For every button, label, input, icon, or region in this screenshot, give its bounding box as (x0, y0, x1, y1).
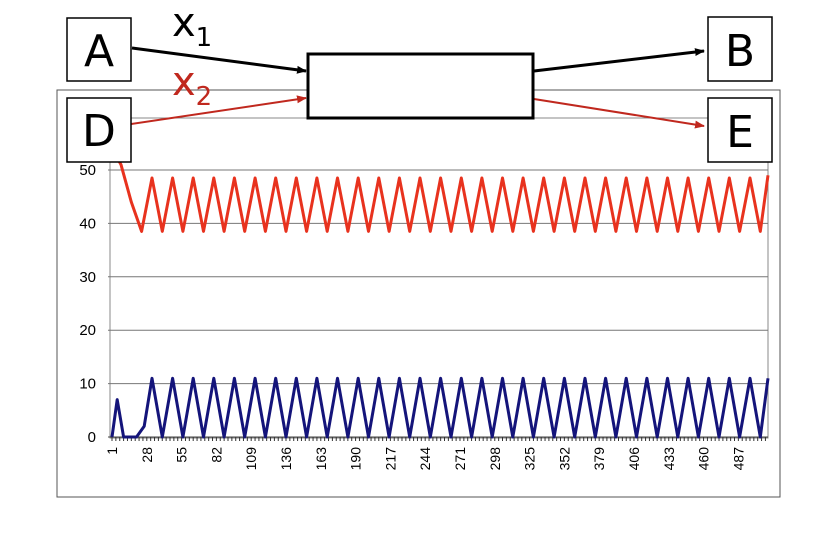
node-d-label: D (82, 106, 116, 157)
x-tick-label: 244 (417, 447, 433, 471)
input-x2-name: x (172, 59, 196, 105)
node-a-label: A (84, 26, 114, 77)
arrow-box-to-e (533, 98, 705, 129)
arrow-d-to-box (117, 95, 307, 127)
node-b: B (707, 16, 773, 82)
x-tick-label: 487 (730, 447, 746, 471)
x-tick-label: 298 (487, 447, 503, 471)
x-tick-label: 352 (556, 447, 572, 471)
arrow-a-to-box (131, 46, 307, 74)
series-line-1 (110, 147, 770, 233)
y-tick-label: 20 (79, 322, 96, 339)
y-tick-label: 30 (79, 269, 96, 286)
x-tick-label: 190 (348, 447, 364, 471)
x-tick-label: 406 (626, 447, 642, 471)
input-x2-label: x2 (172, 59, 212, 112)
x-tick-label: 433 (661, 447, 677, 471)
input-x1-subscript: 1 (196, 23, 213, 53)
input-x1-label: x1 (172, 0, 212, 53)
y-tick-label: 10 (79, 376, 96, 393)
x-tick-label: 82 (208, 447, 224, 463)
input-x2-subscript: 2 (196, 82, 213, 112)
x-axis: 1 28 55 82 109 136 163 190 217 244 271 298 325 352 379… (104, 437, 766, 471)
x-tick-label: 136 (278, 447, 294, 471)
x-tick-label: 460 (696, 447, 712, 471)
arrow-box-to-b (533, 48, 705, 73)
y-tick-label: 0 (88, 429, 96, 446)
x-tick-label: 379 (591, 447, 607, 471)
series-line-2 (110, 376, 770, 439)
y-tick-label: 50 (79, 162, 96, 179)
x-tick-label: 271 (452, 447, 468, 471)
y-axis: 0 10 20 30 40 50 (79, 162, 96, 446)
x-tick-label: 163 (313, 447, 329, 471)
input-x1-name: x (172, 0, 196, 46)
node-d: D (66, 97, 132, 163)
x-tick-label: 28 (139, 447, 155, 463)
node-a: A (66, 17, 132, 82)
series-group (110, 147, 770, 439)
x-tick-label: 217 (382, 447, 398, 471)
node-e-label: E (726, 107, 754, 158)
x-tick-label: 109 (243, 447, 259, 471)
x-tick-label: 1 (104, 447, 120, 455)
x-tick-label: 325 (522, 447, 538, 471)
system-box (306, 52, 535, 120)
node-b-label: B (725, 26, 755, 77)
chart-frame (56, 89, 781, 498)
node-e: E (707, 97, 773, 163)
y-tick-label: 40 (79, 215, 96, 232)
x-tick-label: 55 (174, 447, 190, 463)
